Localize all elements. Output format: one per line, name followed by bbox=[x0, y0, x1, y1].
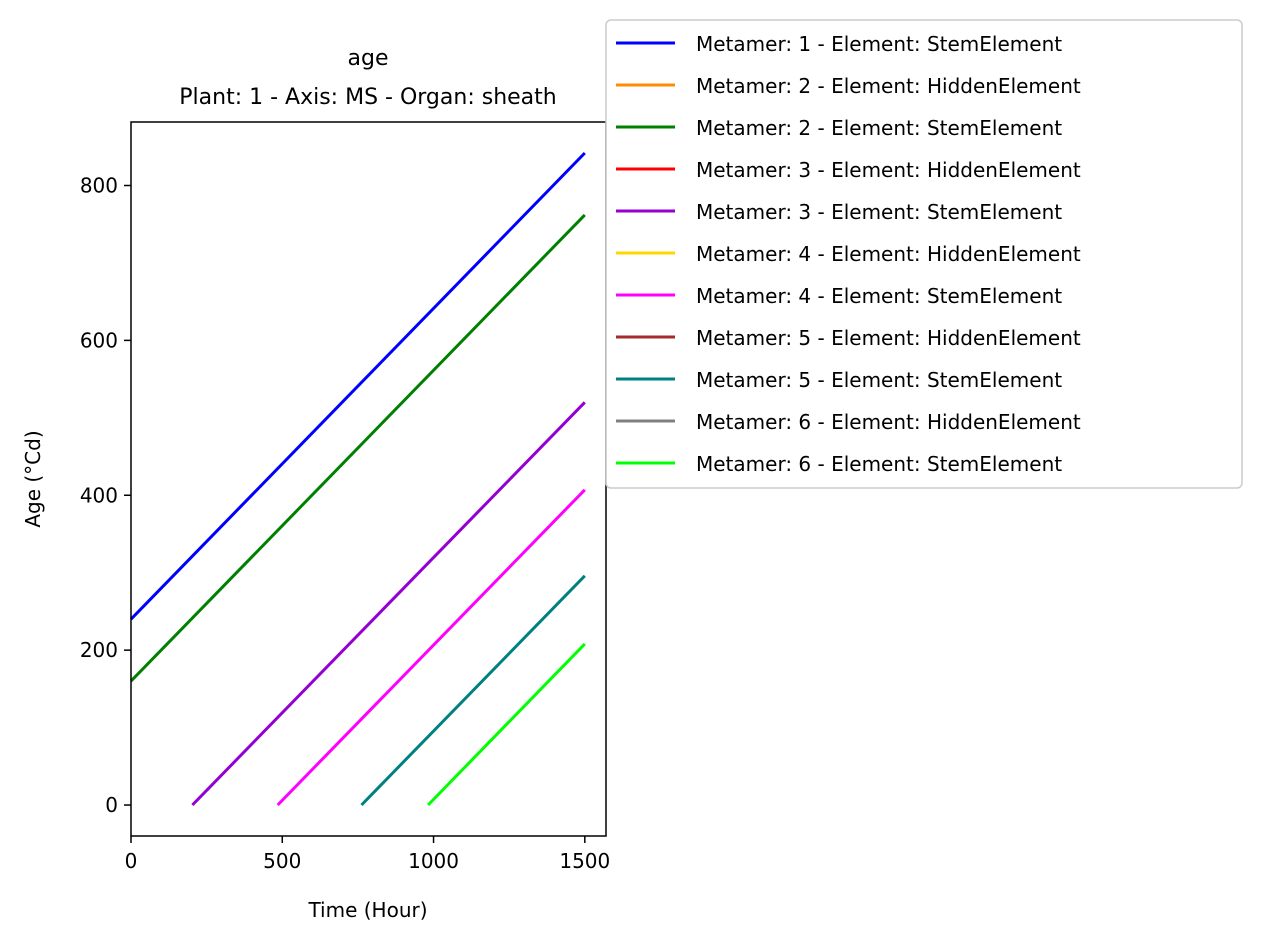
x-tick-label: 0 bbox=[125, 849, 138, 873]
series-line-8 bbox=[360, 574, 586, 807]
series-line-0 bbox=[129, 151, 586, 621]
series-line-2 bbox=[129, 213, 586, 683]
legend-box bbox=[605, 19, 1243, 489]
y-axis-label: Age (°Cd) bbox=[21, 430, 45, 527]
legend: Metamer: 1 - Element: StemElement Metamer… bbox=[605, 19, 1243, 489]
legend-label: Metamer: 4 - Element: StemElement bbox=[696, 284, 1062, 308]
series-line-4 bbox=[191, 401, 586, 807]
y-axis: 0 200 400 600 800 bbox=[80, 174, 131, 817]
chart-subtitle: Plant: 1 - Axis: MS - Organ: sheath bbox=[179, 85, 556, 110]
legend-label: Metamer: 1 - Element: StemElement bbox=[696, 32, 1062, 56]
series-line-10 bbox=[427, 642, 586, 807]
y-tick-label: 200 bbox=[80, 638, 118, 662]
plot-area bbox=[129, 151, 586, 807]
legend-label: Metamer: 2 - Element: HiddenElement bbox=[696, 74, 1081, 98]
y-tick-label: 600 bbox=[80, 328, 118, 352]
legend-label: Metamer: 2 - Element: StemElement bbox=[696, 116, 1062, 140]
chart-title: age bbox=[348, 46, 389, 71]
y-tick-label: 400 bbox=[80, 483, 118, 507]
axes-frame bbox=[130, 121, 607, 837]
legend-label: Metamer: 5 - Element: HiddenElement bbox=[696, 326, 1081, 350]
legend-label: Metamer: 6 - Element: HiddenElement bbox=[696, 410, 1081, 434]
legend-label: Metamer: 4 - Element: HiddenElement bbox=[696, 242, 1081, 266]
x-axis-label: Time (Hour) bbox=[307, 898, 427, 922]
x-tick-label: 500 bbox=[263, 849, 301, 873]
x-axis: 0 500 1000 1500 bbox=[125, 836, 610, 873]
y-tick-label: 0 bbox=[105, 793, 118, 817]
series-line-6 bbox=[276, 488, 586, 807]
legend-label: Metamer: 3 - Element: HiddenElement bbox=[696, 158, 1081, 182]
legend-label: Metamer: 3 - Element: StemElement bbox=[696, 200, 1062, 224]
legend-label: Metamer: 5 - Element: StemElement bbox=[696, 368, 1062, 392]
x-tick-label: 1500 bbox=[559, 849, 610, 873]
x-tick-label: 1000 bbox=[408, 849, 459, 873]
legend-label: Metamer: 6 - Element: StemElement bbox=[696, 452, 1062, 476]
y-tick-label: 800 bbox=[80, 174, 118, 198]
